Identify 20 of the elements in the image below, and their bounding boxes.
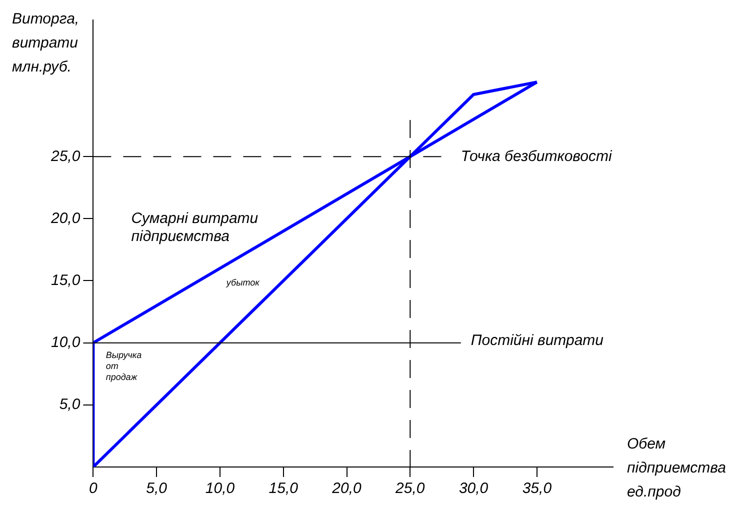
x-tick-label: 0	[89, 480, 98, 498]
x-tick-label: 25,0	[394, 480, 426, 498]
y-tick-label: 15,0	[50, 272, 81, 289]
y-tick-label: 5,0	[59, 396, 81, 414]
ref-line-label: Постійні витрати	[470, 332, 604, 350]
annotation: убыток	[225, 278, 260, 288]
x-tick-label: 30,0	[458, 480, 489, 498]
x-tick-label: 20,0	[331, 480, 362, 498]
x-axis-title: Обем підприемства ед.прод	[627, 436, 726, 501]
x-tick-label: 10,0	[205, 480, 236, 498]
y-tick-label: 20,0	[50, 210, 81, 227]
annotation: Сумарні витрати підприємства	[131, 210, 259, 245]
y-tick-label: 25,0	[50, 148, 81, 165]
y-tick-label: 10,0	[50, 334, 81, 352]
annotation: Точка безбитковості	[460, 148, 613, 165]
annotation: Выручка от продаж	[106, 350, 142, 382]
x-tick-label: 35,0	[522, 480, 552, 498]
y-axis-title: Виторга, витрати млн.руб.	[12, 10, 80, 76]
x-tick-label: 15,0	[268, 480, 299, 498]
x-tick-label: 5,0	[146, 480, 168, 498]
